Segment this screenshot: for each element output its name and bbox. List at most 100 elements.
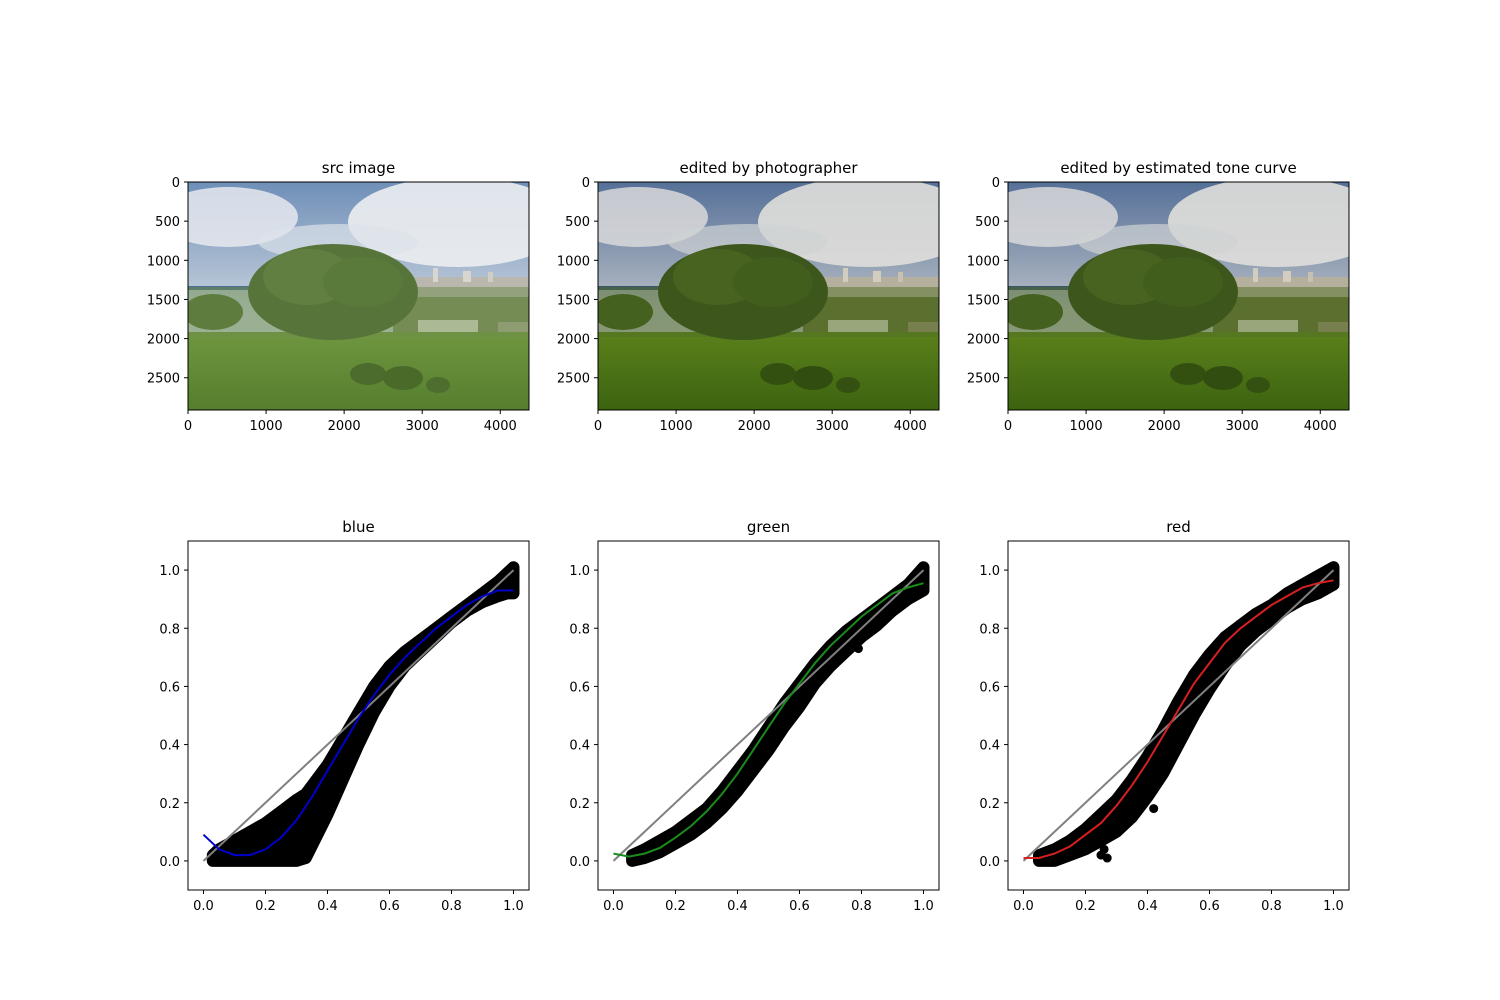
y-tick-label: 0.2 (569, 797, 590, 812)
x-tick-label: 0 (594, 419, 602, 434)
y-tick-label: 500 (975, 215, 1000, 230)
subplot-red: 0.0 0.2 0.4 0.6 0.8 1.0 0.0 0.2 0.4 0.6 0.8 1.0 red (979, 518, 1350, 914)
x-tick-label: 0.6 (1199, 899, 1220, 914)
x-tick-label: 0.4 (317, 899, 338, 914)
plot-area (1022, 561, 1340, 867)
y-tick-label: 1.0 (569, 564, 590, 579)
scatter-points (1033, 561, 1340, 867)
y-tick-label: 1.0 (979, 564, 1000, 579)
plot-area (188, 182, 529, 410)
tone-curve (202, 589, 514, 857)
y-tick-label: 0.6 (979, 680, 1000, 695)
plot-area (612, 561, 930, 867)
subplot-title: red (1166, 518, 1191, 536)
photo-image (598, 182, 939, 410)
tone-curve (1023, 579, 1334, 859)
y-tick-label: 500 (565, 215, 590, 230)
tone-curve (613, 582, 924, 858)
x-tick-label: 0.2 (665, 899, 686, 914)
outlier-point (1099, 844, 1109, 854)
outlier-point (1093, 838, 1103, 848)
subplot-title: src image (322, 159, 395, 177)
y-tick-label: 1500 (967, 293, 1000, 308)
y-tick-label: 0.8 (979, 622, 1000, 637)
y-tick-label: 2500 (557, 372, 590, 387)
y-tick-label: 0 (172, 176, 180, 191)
x-tick-label: 0.0 (193, 899, 214, 914)
x-tick-label: 4000 (1304, 419, 1337, 434)
y-tick-label: 2000 (967, 333, 1000, 348)
x-tick-label: 0 (184, 419, 192, 434)
x-tick-label: 0.4 (1137, 899, 1158, 914)
axes-frame (597, 181, 940, 411)
x-tick-label: 1000 (1070, 419, 1103, 434)
subplot-title: blue (342, 518, 374, 536)
y-tick-label: 1000 (557, 254, 590, 269)
axes-frame (187, 540, 530, 891)
y-tick-label: 0.0 (159, 855, 180, 870)
y-tick-label: 0.8 (569, 622, 590, 637)
x-tick-label: 1000 (660, 419, 693, 434)
subplot-blue: 0.0 0.2 0.4 0.6 0.8 1.0 0.0 0.2 0.4 0.6 0.8 1.0 blue (159, 518, 530, 914)
x-tick-label: 0.8 (851, 899, 872, 914)
y-tick-label: 0.4 (159, 739, 180, 754)
y-tick-label: 1000 (147, 254, 180, 269)
subplot-title: edited by estimated tone curve (1060, 159, 1296, 177)
x-tick-label: 2000 (328, 419, 361, 434)
y-tick-label: 1000 (967, 254, 1000, 269)
y-tick-label: 1500 (557, 293, 590, 308)
y-tick-label: 2000 (557, 333, 590, 348)
subplot-title: edited by photographer (679, 159, 858, 177)
x-tick-label: 1.0 (1323, 899, 1344, 914)
y-tick-label: 2000 (147, 333, 180, 348)
y-tick-label: 0.0 (979, 855, 1000, 870)
photo-image (188, 182, 529, 410)
plot-area (598, 182, 939, 410)
y-tick-label: 0 (992, 176, 1000, 191)
x-tick-label: 0.2 (1075, 899, 1096, 914)
y-tick-label: 0.2 (159, 797, 180, 812)
x-tick-label: 3000 (816, 419, 849, 434)
axes-frame (187, 181, 530, 411)
identity-line (1022, 569, 1335, 862)
subplot-title: green (747, 518, 790, 536)
x-tick-label: 1.0 (913, 899, 934, 914)
x-tick-label: 0.8 (1261, 899, 1282, 914)
y-tick-label: 0.4 (569, 739, 590, 754)
y-tick-label: 0.4 (979, 739, 1000, 754)
y-tick-label: 1.0 (159, 564, 180, 579)
x-tick-label: 0.8 (441, 899, 462, 914)
y-tick-label: 0.6 (569, 680, 590, 695)
x-tick-label: 0.6 (789, 899, 810, 914)
subplots: 0 1000 2000 3000 4000 0 500 1000 1500 2000 2500 src… (147, 159, 1350, 914)
outlier-point (1102, 853, 1112, 863)
subplot-src-image: 0 1000 2000 3000 4000 0 500 1000 1500 2000 2500 src… (147, 159, 530, 434)
axes-frame (1007, 540, 1350, 891)
x-tick-label: 1.0 (503, 899, 524, 914)
y-tick-label: 0.2 (979, 797, 1000, 812)
x-tick-label: 0.0 (603, 899, 624, 914)
x-tick-label: 0.0 (1013, 899, 1034, 914)
x-tick-label: 0.2 (255, 899, 276, 914)
x-tick-label: 0 (1004, 419, 1012, 434)
y-tick-label: 2500 (147, 372, 180, 387)
x-tick-label: 0.6 (379, 899, 400, 914)
axes-frame (597, 540, 940, 891)
photo-image (1008, 182, 1349, 410)
x-tick-label: 3000 (406, 419, 439, 434)
y-tick-label: 500 (155, 215, 180, 230)
subplot-green: 0.0 0.2 0.4 0.6 0.8 1.0 0.0 0.2 0.4 0.6 0.8 1.0 gree… (569, 518, 940, 914)
plot-area (1008, 182, 1349, 410)
y-tick-label: 0.8 (159, 622, 180, 637)
y-tick-label: 0.6 (159, 680, 180, 695)
x-tick-label: 4000 (894, 419, 927, 434)
x-tick-label: 0.4 (727, 899, 748, 914)
x-tick-label: 1000 (250, 419, 283, 434)
outlier-point (853, 644, 863, 654)
x-tick-label: 2000 (1148, 419, 1181, 434)
outlier-point (1149, 804, 1159, 814)
y-tick-label: 2500 (967, 372, 1000, 387)
identity-line (612, 569, 925, 862)
subplot-edited-by-photographer: 0 1000 2000 3000 4000 0 500 1000 1500 2000 2500 edi… (557, 159, 940, 434)
